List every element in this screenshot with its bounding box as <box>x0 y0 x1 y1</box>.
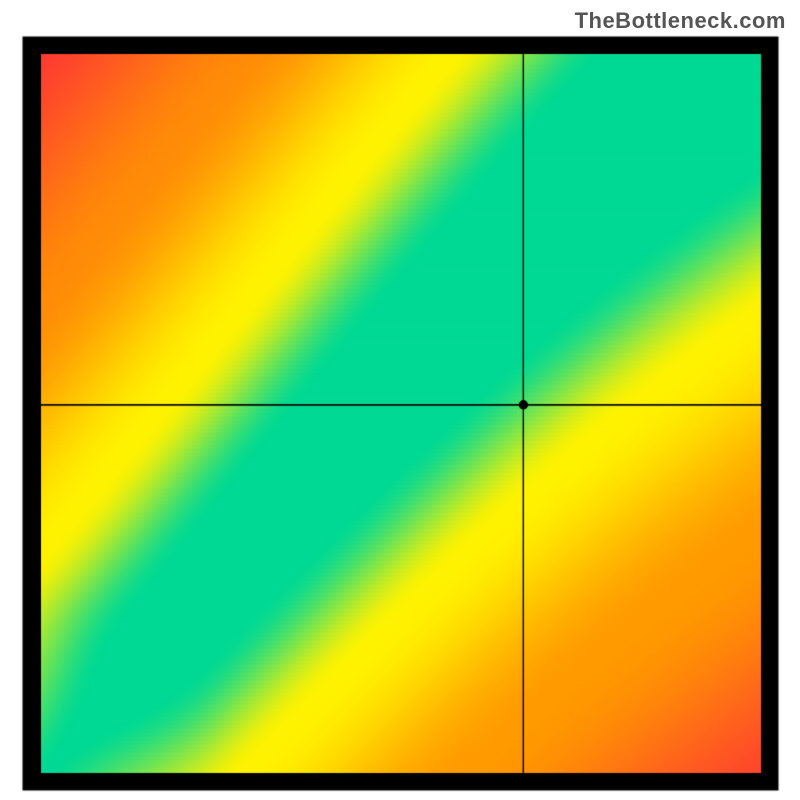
watermark-text: TheBottleneck.com <box>575 8 786 34</box>
chart-container: TheBottleneck.com <box>0 0 800 800</box>
bottleneck-heatmap <box>0 0 800 800</box>
